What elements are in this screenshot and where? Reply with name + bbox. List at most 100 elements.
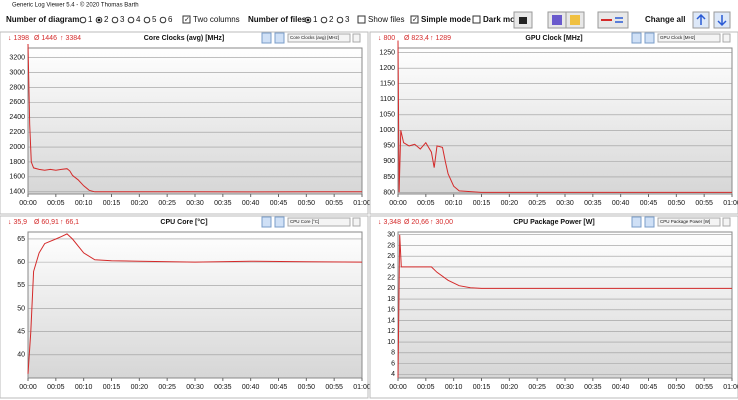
selector[interactable] — [657, 33, 721, 43]
flip-button[interactable] — [644, 216, 655, 228]
y-tick-label: 28 — [387, 242, 395, 249]
radio[interactable] — [111, 16, 119, 24]
data-line — [27, 233, 363, 374]
info-button[interactable] — [261, 216, 272, 228]
stat: Ø 823,4 — [404, 35, 429, 42]
chart-panel: ↓ 3,348 Ø 20,66 ↑ 30,00 CPU Package Power [… — [369, 215, 738, 399]
stat: ↑ 3384 — [60, 35, 81, 42]
checkbox-label[interactable]: Two columns — [193, 15, 240, 24]
stat: ↑ 30,00 — [430, 219, 453, 226]
x-tick-label: 00:30 — [186, 200, 204, 207]
radio-dot — [97, 18, 101, 22]
y-tick-label: 12 — [387, 328, 395, 335]
y-tick-label: 3000 — [9, 69, 25, 76]
selector[interactable] — [287, 217, 351, 227]
y-tick-label: 1200 — [379, 65, 395, 72]
checkbox-label[interactable]: Simple mode — [421, 15, 471, 24]
info-button[interactable] — [631, 216, 642, 228]
checkbox[interactable] — [182, 15, 191, 24]
radio[interactable] — [336, 16, 344, 24]
x-tick-label: 00:20 — [131, 384, 149, 391]
x-tick-label: 00:40 — [242, 384, 260, 391]
y-tick-label: 1800 — [9, 159, 25, 166]
label: Change all — [645, 15, 685, 24]
radio[interactable] — [320, 16, 328, 24]
x-tick-label: 00:20 — [501, 200, 519, 207]
selector[interactable] — [657, 217, 721, 227]
selector-arrow[interactable] — [352, 217, 361, 227]
y-tick-label: 2800 — [9, 84, 25, 91]
x-tick-label: 00:55 — [325, 384, 343, 391]
flip-button[interactable] — [644, 32, 655, 44]
y-tick-label: 6 — [391, 360, 395, 367]
x-tick-label: 00:15 — [473, 384, 491, 391]
checkbox[interactable] — [410, 15, 419, 24]
radio[interactable] — [127, 16, 135, 24]
stat: Ø 60,91 — [34, 219, 59, 226]
x-tick-label: 00:25 — [528, 200, 546, 207]
selector-arrow[interactable] — [722, 217, 731, 227]
flip-button[interactable] — [274, 216, 285, 228]
radio[interactable] — [79, 16, 87, 24]
info-button[interactable] — [261, 32, 272, 44]
radio-label[interactable]: 4 — [136, 15, 141, 24]
radio-label[interactable]: 1 — [313, 15, 318, 24]
checkbox-label[interactable]: Dark mod — [483, 15, 520, 24]
radio-label[interactable]: 6 — [168, 15, 173, 24]
selector[interactable] — [287, 33, 351, 43]
checkbox[interactable] — [472, 15, 481, 24]
selector-text: Core Clocks (avg) [MHz] — [290, 35, 339, 40]
selector-arrow[interactable] — [722, 33, 731, 43]
y-tick-label: 1100 — [380, 96, 395, 103]
radio-label[interactable]: 3 — [120, 15, 125, 24]
radio[interactable] — [159, 16, 167, 24]
data-line — [397, 234, 732, 378]
chart-title: Core Clocks (avg) [MHz] — [144, 35, 225, 42]
stat: ↓ 35,9 — [8, 219, 27, 226]
color-button[interactable] — [597, 11, 629, 29]
stat: Ø 20,66 — [404, 219, 429, 226]
plot-bg — [27, 231, 363, 379]
x-tick-label: 00:00 — [19, 384, 37, 391]
checkbox[interactable] — [357, 15, 366, 24]
x-tick-label: 00:10 — [75, 200, 93, 207]
x-tick-label: 00:45 — [640, 200, 658, 207]
radio-label[interactable]: 5 — [152, 15, 157, 24]
x-tick-label: 00:30 — [186, 384, 204, 391]
radio-label[interactable]: 2 — [329, 15, 334, 24]
radio-label[interactable]: 2 — [104, 15, 109, 24]
x-tick-label: 00:45 — [270, 200, 288, 207]
check: ✓ — [412, 16, 418, 23]
x-tick-label: 00:25 — [528, 384, 546, 391]
x-tick-label: 00:50 — [298, 200, 316, 207]
radio-label[interactable]: 3 — [345, 15, 350, 24]
radio[interactable] — [143, 16, 151, 24]
x-tick-label: 00:00 — [389, 384, 407, 391]
x-tick-label: 00:20 — [501, 384, 519, 391]
x-tick-label: 00:05 — [417, 384, 435, 391]
icon — [717, 15, 727, 27]
icon — [696, 13, 706, 25]
charts: ↓ 1398 Ø 1446 ↑ 3384 Core Clocks (avg) [MHz… — [0, 31, 738, 399]
x-tick-label: 00:45 — [640, 384, 658, 391]
radio-dot — [306, 18, 310, 22]
selector-arrow[interactable] — [352, 33, 361, 43]
info-button[interactable] — [631, 32, 642, 44]
x-tick-label: 00:50 — [298, 384, 316, 391]
stat: Ø 1446 — [34, 35, 57, 42]
label: Number of files — [248, 15, 307, 24]
y-tick-label: 40 — [17, 352, 25, 359]
y-tick-label: 2600 — [9, 99, 25, 106]
icon — [570, 15, 580, 25]
x-tick-label: 00:35 — [214, 200, 232, 207]
chart-panel: ↓ 35,9 Ø 60,91 ↑ 66,1 CPU Core [°C] CPU Core… — [0, 215, 371, 399]
x-tick-label: 00:50 — [668, 200, 686, 207]
plot-bg — [27, 47, 363, 195]
checkbox-label[interactable]: Show files — [368, 15, 404, 24]
x-tick-label: 01:00 — [353, 384, 371, 391]
flip-button[interactable] — [274, 32, 285, 44]
y-tick-label: 2400 — [9, 114, 25, 121]
radio-label[interactable]: 1 — [88, 15, 93, 24]
chart-title: CPU Package Power [W] — [513, 219, 594, 226]
